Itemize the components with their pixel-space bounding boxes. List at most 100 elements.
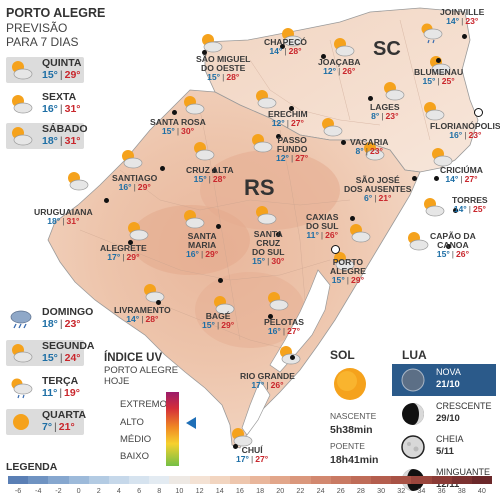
city-dot — [202, 50, 207, 55]
city-dot — [368, 96, 373, 101]
sun-cloud-icon — [128, 222, 149, 241]
legend-swatch — [28, 476, 49, 484]
day-temps: 18° | 23° — [42, 318, 81, 330]
rain-cloud-icon — [10, 310, 32, 329]
legend-tick-label: -2 — [55, 486, 62, 495]
city-sao-jose-dos-ausentes: SÃO JOSÉ DOS AUSENTES 6° | 21° — [344, 175, 412, 204]
city-capao-da-canoa: CAPÃO DA CANOA 15° | 26° — [430, 231, 476, 260]
city-vacaria: VACARIA 8° | 23° — [350, 137, 389, 157]
sun-cloud-icon — [122, 150, 143, 169]
sun-rain-icon — [11, 378, 33, 399]
legend-tick-label: 18 — [256, 486, 265, 495]
full-moon-icon — [401, 435, 425, 459]
sun-cloud-icon — [184, 210, 205, 229]
legend-swatch — [189, 476, 210, 484]
uv-current-pointer — [186, 417, 196, 429]
city-blumenau: BLUMENAU 15° | 25° — [414, 67, 464, 87]
city-rio-grande: RIO GRANDE 17° | 26° — [240, 371, 295, 391]
legend-swatch — [451, 476, 472, 484]
legend-swatch — [330, 476, 351, 484]
uv-level-extremo: EXTREMO — [120, 399, 167, 410]
legend-swatch — [391, 476, 412, 484]
city-sao-miguel-do-oeste: SÃO MIGUEL DO OESTE 15° | 28° — [196, 54, 251, 83]
city-dot — [276, 232, 281, 237]
legend-ticks: -6 -4 -2 0 2 4 6 8 10 12 14 16 18 20 22 24 26 28 30 32 34 36 3… — [8, 486, 492, 498]
sunset-label: POENTE — [330, 441, 365, 451]
legend-swatch — [371, 476, 392, 484]
day-name: DOMINGO — [42, 306, 94, 318]
day-temps: 15° | 29° — [42, 69, 81, 81]
day-forecast-sabado: SÁBADO 18° | 31° — [6, 123, 88, 149]
day-name: SEGUNDA — [42, 340, 95, 352]
city-dot — [233, 444, 238, 449]
page-subtitle-1: PREVISÃO — [6, 21, 68, 35]
legend-tick-label: 24 — [316, 486, 325, 495]
moon-phase-cheia: CHEIA 5/11 — [392, 431, 496, 463]
sun-cloud-icon — [424, 198, 445, 217]
sunrise-label: NASCENTE — [330, 411, 377, 421]
sun-cloud-icon — [12, 344, 33, 363]
state-label-sc: SC — [373, 38, 401, 60]
city-lages: LAGES 8° | 23° — [370, 102, 400, 122]
moon-phase-nova: NOVA 21/10 — [392, 364, 496, 396]
sun-cloud-icon — [256, 206, 277, 225]
sun-cloud-icon — [194, 142, 215, 161]
day-forecast-domingo: DOMINGO 18° | 23° — [6, 306, 93, 332]
legend-tick-label: 34 — [417, 486, 426, 495]
legend-swatch — [149, 476, 170, 484]
sun-cloud-icon — [202, 34, 223, 53]
city-porto-alegre: PORTO ALEGRE 15° | 29° — [330, 257, 366, 286]
moon-title: LUA — [402, 348, 427, 362]
day-temps: 15° | 24° — [42, 352, 81, 364]
uv-title: ÍNDICE UV — [104, 352, 163, 364]
city-passo-fundo: PASSO FUNDO 12° | 27° — [276, 135, 309, 164]
legend-tick-label: 2 — [96, 486, 101, 495]
legend-tick-label: 36 — [437, 486, 446, 495]
sunset-time: 18h41min — [330, 454, 379, 466]
sun-icon — [13, 414, 29, 430]
legend-tick-label: 20 — [276, 486, 285, 495]
legend-tick-label: 22 — [296, 486, 305, 495]
city-dot — [104, 198, 109, 203]
day-name: SEXTA — [42, 91, 77, 103]
city-dot — [436, 58, 441, 63]
sun-cloud-icon — [256, 90, 277, 109]
city-santa-cruz-do-sul: SANTA CRUZ DO SUL 15° | 30° — [252, 229, 285, 267]
day-temps: 16° | 31° — [42, 103, 81, 115]
city-florianopolis: FLORIANÓPOLIS 16° | 23° — [430, 121, 500, 141]
legend-tick-label: 14 — [215, 486, 224, 495]
uv-level-medio: MÉDIO — [120, 434, 152, 445]
sun-cloud-icon — [184, 96, 205, 115]
legend-color-scale — [8, 476, 493, 484]
legend-swatch — [8, 476, 29, 484]
crescent-moon-icon — [402, 403, 424, 425]
legend-swatch — [88, 476, 109, 484]
legend-swatch — [471, 476, 493, 484]
city-dot — [216, 224, 221, 229]
mirim-lagoon — [241, 379, 271, 436]
page-title: PORTO ALEGRE — [6, 6, 106, 20]
city-chapeco: CHAPECÓ 14° | 28° — [264, 37, 307, 57]
legend-swatch — [48, 476, 69, 484]
city-erechim: ERECHIM 12° | 27° — [268, 109, 308, 129]
sun-title: SOL — [330, 348, 355, 362]
day-name: SÁBADO — [42, 123, 88, 135]
city-dot — [453, 208, 458, 213]
sun-cloud-icon — [432, 148, 453, 167]
legend-tick-label: 40 — [477, 486, 486, 495]
day-temps: 11° | 19° — [42, 387, 80, 399]
sun-cloud-icon — [424, 102, 445, 121]
sun-cloud-icon — [12, 61, 33, 80]
sun-cloud-icon — [12, 127, 33, 146]
legend-tick-label: 0 — [76, 486, 81, 495]
legend-tick-label: 4 — [116, 486, 121, 495]
city-criciuma: CRICIÚMA 14° | 27° — [440, 165, 483, 185]
city-bage: BAGÉ 15° | 29° — [202, 311, 235, 331]
city-dot — [289, 106, 294, 111]
sun-icon — [334, 368, 366, 400]
city-santiago: SANTIAGO 16° | 29° — [112, 173, 158, 193]
sun-cloud-icon — [334, 38, 355, 57]
city-torres: TORRES 14° | 25° — [452, 195, 488, 215]
city-dot — [160, 166, 165, 171]
uv-subtitle: PORTO ALEGRE HOJE — [104, 365, 179, 387]
